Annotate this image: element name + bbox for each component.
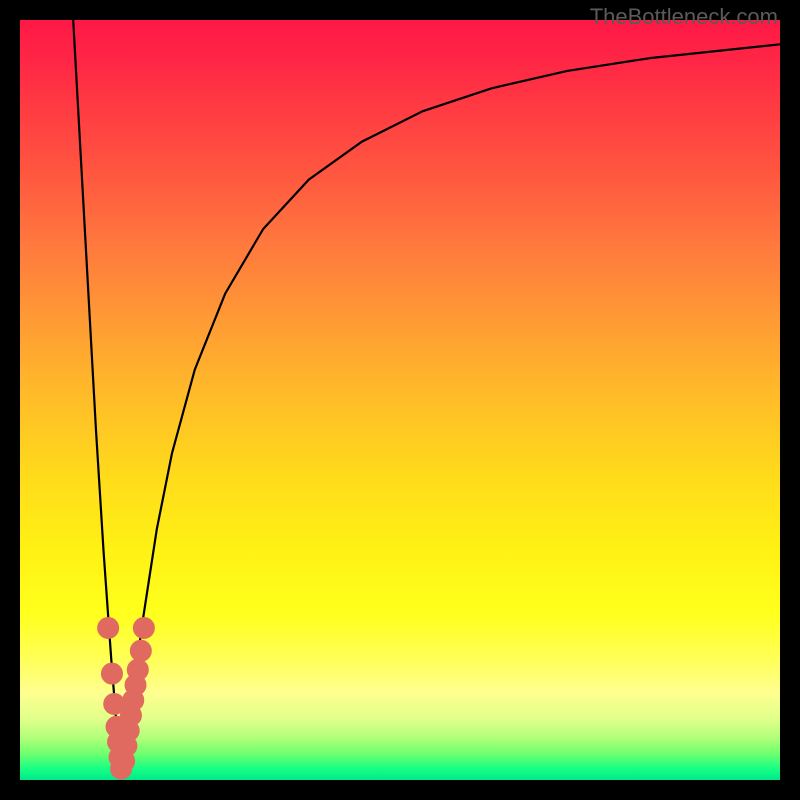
gradient-background (20, 20, 780, 780)
watermark-text: TheBottleneck.com (590, 4, 778, 30)
plot-area (20, 20, 780, 780)
chart-container: TheBottleneck.com (0, 0, 800, 800)
